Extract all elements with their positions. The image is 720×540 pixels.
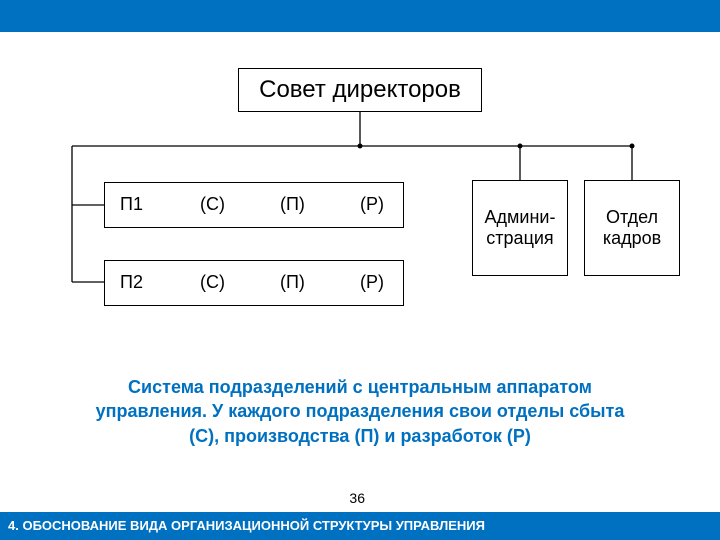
admin-label: Админи- страция: [485, 207, 556, 248]
caption-text: Система подразделений с центральным аппа…: [80, 375, 640, 448]
p1-cell-2: (П): [280, 194, 305, 215]
footer-text: 4. ОБОСНОВАНИЕ ВИДА ОРГАНИЗАЦИОННОЙ СТРУ…: [8, 518, 485, 533]
p2-cell-2: (П): [280, 272, 305, 293]
p2-cell-3: (Р): [360, 272, 384, 293]
header-bar: [0, 0, 720, 32]
root-label: Совет директоров: [259, 76, 461, 104]
org-chart: Совет директоров П1 (С) (П) (Р) П2 (С) (…: [0, 50, 720, 370]
page-number: 36: [349, 490, 365, 506]
division-row-p2: [104, 260, 404, 306]
division-row-p1: [104, 182, 404, 228]
root-node: Совет директоров: [238, 68, 482, 112]
admin-box: Админи- страция: [472, 180, 568, 276]
p1-cell-1: (С): [200, 194, 225, 215]
hr-label: Отдел кадров: [603, 207, 661, 248]
p1-cell-0: П1: [120, 194, 143, 215]
p1-cell-3: (Р): [360, 194, 384, 215]
footer-bar: 4. ОБОСНОВАНИЕ ВИДА ОРГАНИЗАЦИОННОЙ СТРУ…: [0, 512, 720, 540]
p2-cell-1: (С): [200, 272, 225, 293]
hr-box: Отдел кадров: [584, 180, 680, 276]
p2-cell-0: П2: [120, 272, 143, 293]
